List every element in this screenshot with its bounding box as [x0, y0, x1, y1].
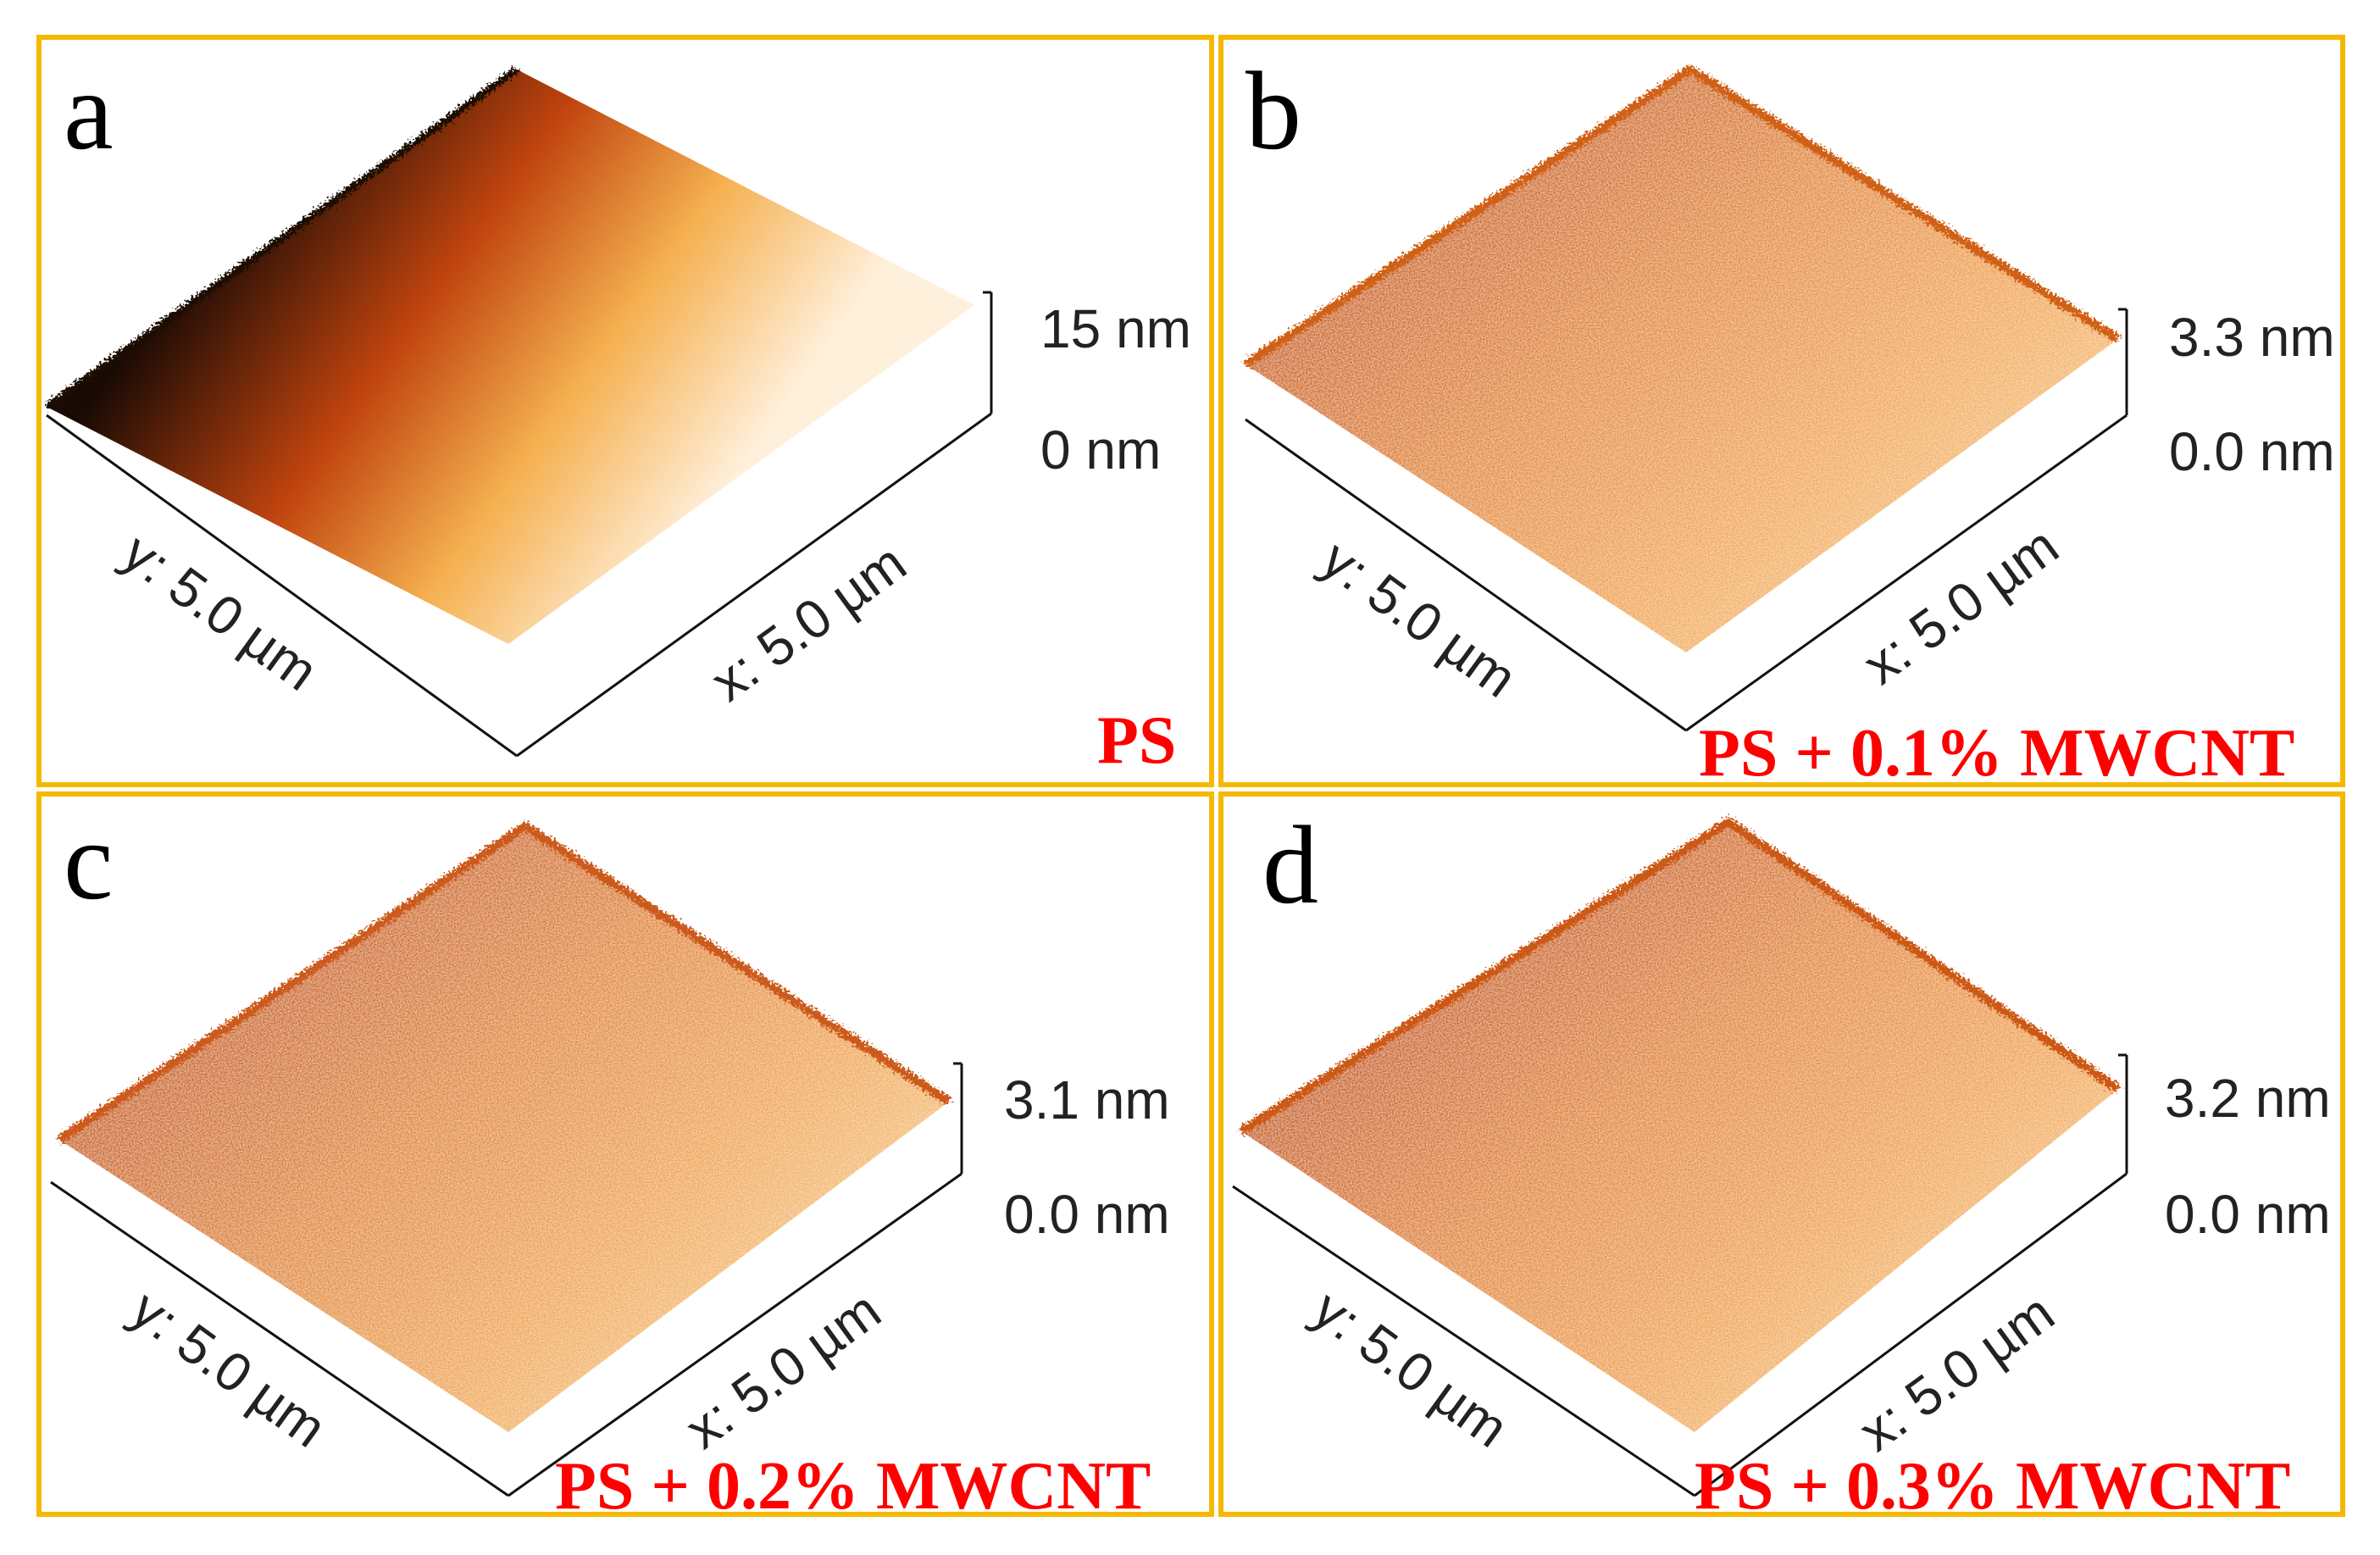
- frame-b: [1218, 35, 2345, 787]
- x-axis-line: [1685, 414, 2128, 732]
- frame-d: [1218, 791, 2345, 1517]
- panel-letter: d: [1262, 802, 1318, 927]
- sample-caption: PS + 0.2% MWCNT: [555, 1449, 1151, 1524]
- z-min-label: 0.0 nm: [1004, 1184, 1170, 1245]
- surface-ridge: [57, 821, 951, 1144]
- x-axis-label: x: 5.0 µm: [700, 532, 917, 714]
- x-axis-line: [508, 1172, 963, 1497]
- x-axis-label: x: 5.0 µm: [1848, 1282, 2065, 1463]
- x-axis-label: x: 5.0 µm: [674, 1280, 891, 1461]
- panel-d: d 3.2 nm 0.0 nm y: 5.0 µm x: 5.0 µm PS +…: [1232, 802, 2331, 1524]
- y-axis-line: [1245, 418, 1687, 732]
- z-max-label: 3.3 nm: [2169, 307, 2335, 368]
- panel-b: b 3.3 nm 0.0 nm y: 5.0 µm x: 5.0 µm PS +…: [1243, 48, 2335, 791]
- z-max-label: 15 nm: [1040, 298, 1191, 359]
- panel-c: c 3.1 nm 0.0 nm y: 5.0 µm x: 5.0 µm PS +…: [50, 798, 1170, 1524]
- z-min-label: 0 nm: [1040, 419, 1161, 480]
- panel-a: a 15 nm 0 nm y: 5.0 µm x: 5.0 µm PS: [44, 48, 1191, 778]
- y-axis-line: [50, 1180, 509, 1497]
- afm-surface: [1241, 822, 2118, 1432]
- surface-ridge: [1243, 64, 2121, 369]
- x-axis-label: x: 5.0 µm: [1852, 515, 2069, 697]
- z-max-label: 3.2 nm: [2165, 1068, 2331, 1129]
- surface-ridge: [44, 66, 519, 410]
- panel-frames: [36, 35, 2345, 1517]
- y-axis-line: [1232, 1185, 1695, 1497]
- z-min-label: 0.0 nm: [2169, 421, 2335, 482]
- sample-caption: PS: [1097, 703, 1176, 778]
- x-axis-line: [516, 412, 992, 758]
- panel-letter: b: [1245, 48, 1301, 173]
- sample-caption: PS + 0.3% MWCNT: [1695, 1449, 2290, 1524]
- afm-surface: [1245, 69, 2118, 653]
- surface-ridge: [1239, 817, 2121, 1136]
- y-axis-label: y: 5.0 µm: [1311, 528, 1528, 709]
- afm-surface: [47, 69, 974, 644]
- z-min-label: 0.0 nm: [2165, 1184, 2331, 1245]
- x-axis-line: [1694, 1172, 2128, 1497]
- frame-c: [36, 791, 1214, 1517]
- sample-caption: PS + 0.1% MWCNT: [1699, 716, 2294, 791]
- panel-letter: a: [64, 48, 114, 173]
- y-axis-line: [46, 414, 518, 758]
- panel-letter: c: [64, 798, 114, 923]
- frame-a: [36, 35, 1214, 787]
- afm-surface: [59, 826, 949, 1432]
- z-max-label: 3.1 nm: [1004, 1069, 1170, 1130]
- y-axis-label: y: 5.0 µm: [112, 521, 329, 703]
